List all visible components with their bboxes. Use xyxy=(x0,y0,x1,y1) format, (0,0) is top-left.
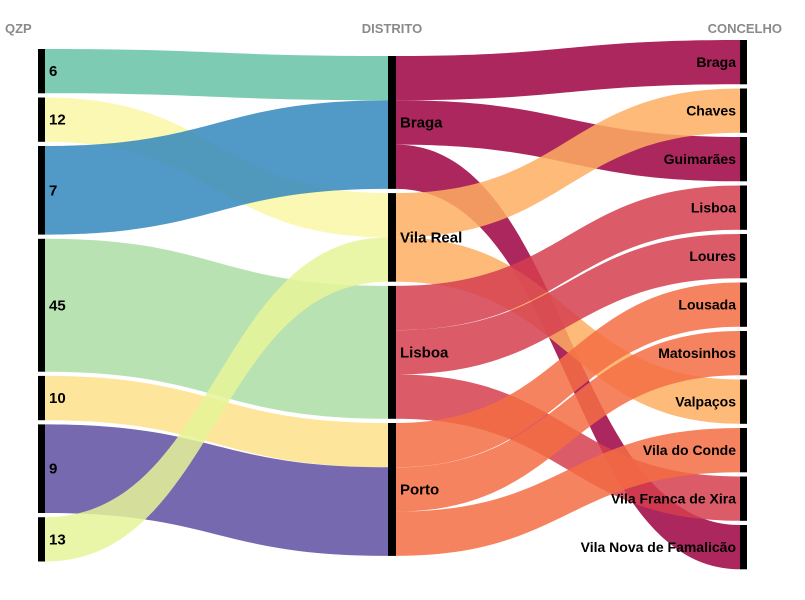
ribbon-vila-real-to-chaves xyxy=(396,88,740,238)
node-label-concelho-valpaços: Valpaços xyxy=(675,394,736,410)
node-bar-qzp-7[interactable] xyxy=(38,146,45,235)
axis-title-distrito: DISTRITO xyxy=(362,21,422,36)
node-bar-distrito-braga[interactable] xyxy=(388,56,396,189)
ribbon-qzp-7-to-braga xyxy=(45,100,388,235)
node-bar-concelho-guimarães[interactable] xyxy=(740,137,747,182)
node-label-concelho-chaves: Chaves xyxy=(686,103,736,119)
ribbon-qzp-13-to-vila-real xyxy=(45,237,388,562)
ribbon-qzp-9-to-porto xyxy=(45,424,388,556)
node-label-concelho-lisboa: Lisboa xyxy=(691,200,736,216)
node-bar-concelho-vila-nova-de-famalicão[interactable] xyxy=(740,525,747,570)
node-label-qzp-12: 12 xyxy=(49,112,66,129)
ribbon-porto-to-lousada xyxy=(396,282,740,468)
node-label-distrito-lisboa: Lisboa xyxy=(400,344,449,361)
node-bar-concelho-vila-do-conde[interactable] xyxy=(740,428,747,473)
axis-title-concelho: CONCELHO xyxy=(708,21,782,36)
node-bar-qzp-6[interactable] xyxy=(38,49,45,94)
node-bar-qzp-12[interactable] xyxy=(38,97,45,142)
node-label-qzp-10: 10 xyxy=(49,390,66,407)
node-label-distrito-braga: Braga xyxy=(400,114,443,131)
node-label-concelho-vila-nova-de-famalicão: Vila Nova de Famalicão xyxy=(581,539,736,555)
node-bar-distrito-porto[interactable] xyxy=(388,423,396,556)
node-label-qzp-6: 6 xyxy=(49,63,57,80)
axis-title-qzp: QZP xyxy=(5,21,32,36)
ribbon-qzp-6-to-braga xyxy=(45,49,388,101)
node-label-concelho-matosinhos: Matosinhos xyxy=(658,345,736,361)
node-bar-concelho-matosinhos[interactable] xyxy=(740,331,747,376)
ribbon-lisboa-to-lisboa xyxy=(396,185,740,331)
ribbon-lisboa-to-loures xyxy=(396,234,740,375)
node-bar-concelho-vila-franca-de-xira[interactable] xyxy=(740,476,747,521)
node-bar-concelho-braga[interactable] xyxy=(740,40,747,85)
node-label-qzp-7: 7 xyxy=(49,182,57,199)
node-label-distrito-vila-real: Vila Real xyxy=(400,229,462,246)
node-label-qzp-45: 45 xyxy=(49,297,66,314)
node-label-distrito-porto: Porto xyxy=(400,481,439,498)
node-bar-concelho-chaves[interactable] xyxy=(740,88,747,133)
node-label-concelho-lousada: Lousada xyxy=(678,297,736,313)
node-bar-distrito-lisboa[interactable] xyxy=(388,285,396,419)
ribbon-porto-to-vila-do-conde xyxy=(396,428,740,556)
ribbon-porto-to-matosinhos xyxy=(396,331,740,512)
node-label-concelho-loures: Loures xyxy=(689,248,736,264)
node-label-qzp-9: 9 xyxy=(49,461,57,478)
node-label-concelho-vila-do-conde: Vila do Conde xyxy=(643,442,736,458)
node-bar-qzp-10[interactable] xyxy=(38,375,45,421)
node-bar-concelho-lisboa[interactable] xyxy=(740,185,747,230)
node-bar-concelho-valpaços[interactable] xyxy=(740,379,747,424)
node-label-concelho-guimarães: Guimarães xyxy=(664,151,737,167)
node-bar-concelho-loures[interactable] xyxy=(740,234,747,279)
node-label-qzp-13: 13 xyxy=(49,531,66,548)
node-bar-qzp-13[interactable] xyxy=(38,517,45,562)
node-bar-qzp-9[interactable] xyxy=(38,424,45,513)
node-bar-concelho-lousada[interactable] xyxy=(740,282,747,327)
node-label-concelho-vila-franca-de-xira: Vila Franca de Xira xyxy=(611,491,736,507)
node-bar-distrito-vila-real[interactable] xyxy=(388,193,396,282)
ribbon-braga-to-braga xyxy=(396,40,740,101)
node-bar-qzp-45[interactable] xyxy=(38,238,45,372)
node-label-concelho-braga: Braga xyxy=(696,54,736,70)
